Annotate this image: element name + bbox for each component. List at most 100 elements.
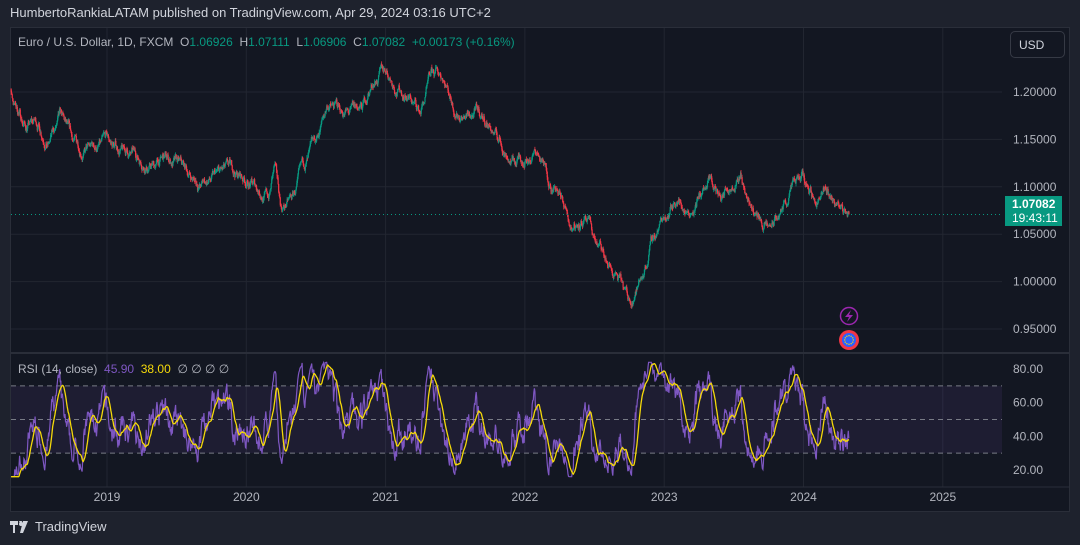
candle-body bbox=[634, 296, 636, 300]
candle bbox=[652, 236, 655, 242]
candle-body bbox=[225, 160, 227, 163]
eu-flag-star bbox=[848, 343, 850, 345]
candle-body bbox=[437, 71, 439, 74]
candle-body bbox=[495, 128, 497, 130]
candle bbox=[273, 164, 276, 168]
candle bbox=[136, 157, 138, 163]
candle bbox=[342, 111, 344, 118]
candle-body bbox=[303, 166, 305, 170]
candle-body bbox=[605, 257, 607, 262]
candle bbox=[325, 111, 327, 114]
candle bbox=[481, 112, 483, 119]
candle-body bbox=[285, 204, 287, 207]
candle-body bbox=[615, 272, 617, 275]
candle bbox=[631, 301, 633, 309]
candle-body bbox=[743, 187, 745, 189]
candle bbox=[124, 147, 126, 153]
candle bbox=[535, 152, 538, 157]
candle bbox=[726, 186, 728, 192]
candle bbox=[640, 276, 642, 281]
candle-body bbox=[820, 193, 822, 197]
candle bbox=[462, 116, 464, 121]
candle bbox=[468, 111, 470, 117]
candle bbox=[840, 204, 842, 210]
candle bbox=[380, 64, 382, 70]
candle bbox=[613, 272, 616, 277]
candle-body bbox=[73, 140, 75, 142]
symbol-name[interactable]: Euro / U.S. Dollar, 1D, FXCM bbox=[18, 35, 174, 49]
candle-body bbox=[388, 79, 390, 81]
candle bbox=[770, 223, 772, 227]
candle bbox=[500, 138, 502, 146]
candle-body bbox=[804, 183, 806, 185]
candle-body bbox=[115, 140, 117, 146]
candle bbox=[285, 203, 287, 209]
candle bbox=[146, 166, 148, 174]
candle bbox=[697, 196, 699, 200]
candle bbox=[820, 191, 822, 199]
candle-body bbox=[814, 198, 816, 202]
candle-body bbox=[148, 163, 151, 167]
candle-body bbox=[609, 265, 611, 267]
candle bbox=[735, 185, 737, 187]
candle bbox=[573, 222, 575, 230]
candle bbox=[169, 158, 171, 164]
candle-body bbox=[35, 122, 37, 125]
candle bbox=[488, 124, 490, 130]
currency-button[interactable]: USD bbox=[1010, 31, 1065, 58]
candle-body bbox=[10, 89, 12, 93]
candle-body bbox=[302, 160, 304, 164]
candle bbox=[623, 286, 625, 291]
candle-body bbox=[369, 89, 372, 92]
candle bbox=[78, 148, 81, 157]
candle-body bbox=[341, 110, 343, 114]
candle bbox=[461, 116, 463, 121]
candle bbox=[798, 174, 800, 180]
candle-body bbox=[842, 208, 844, 213]
candle bbox=[29, 118, 32, 122]
candle bbox=[645, 265, 647, 270]
candle-body bbox=[670, 205, 672, 208]
candle bbox=[75, 133, 77, 143]
candle bbox=[499, 136, 501, 143]
candle bbox=[744, 185, 746, 194]
rsi-title[interactable]: RSI (14, close) bbox=[18, 362, 98, 376]
candle bbox=[128, 153, 130, 158]
candle-body bbox=[406, 98, 408, 101]
candle bbox=[812, 192, 814, 198]
candle-body bbox=[787, 203, 789, 205]
candle bbox=[233, 170, 235, 175]
candle bbox=[563, 200, 565, 210]
candle bbox=[605, 255, 607, 264]
candle bbox=[78, 147, 80, 153]
candle-body bbox=[255, 185, 257, 188]
candle-body bbox=[771, 222, 773, 228]
candle bbox=[516, 156, 518, 164]
candle bbox=[206, 179, 208, 186]
candle bbox=[122, 144, 124, 151]
candle bbox=[112, 141, 114, 148]
candle-body bbox=[626, 286, 628, 292]
candle bbox=[532, 153, 534, 157]
candle bbox=[794, 178, 796, 183]
candle bbox=[269, 191, 271, 197]
candle-body bbox=[401, 95, 403, 96]
candle bbox=[421, 104, 423, 111]
candle-body bbox=[553, 186, 555, 190]
tradingview-logo[interactable]: TradingView bbox=[10, 519, 107, 534]
low-value: 1.06906 bbox=[303, 35, 347, 49]
candle bbox=[590, 223, 593, 231]
candle bbox=[590, 220, 592, 225]
candle bbox=[656, 233, 658, 238]
eu-flag-star bbox=[846, 343, 848, 345]
candle-body bbox=[472, 114, 475, 119]
candle bbox=[781, 209, 783, 213]
candle bbox=[510, 161, 512, 167]
candle-body bbox=[796, 177, 798, 180]
lightning-event-icon[interactable] bbox=[839, 306, 859, 326]
candle bbox=[283, 202, 285, 207]
candle bbox=[284, 204, 286, 210]
candle bbox=[105, 132, 107, 139]
eu-flag-event-icon[interactable] bbox=[839, 330, 859, 350]
